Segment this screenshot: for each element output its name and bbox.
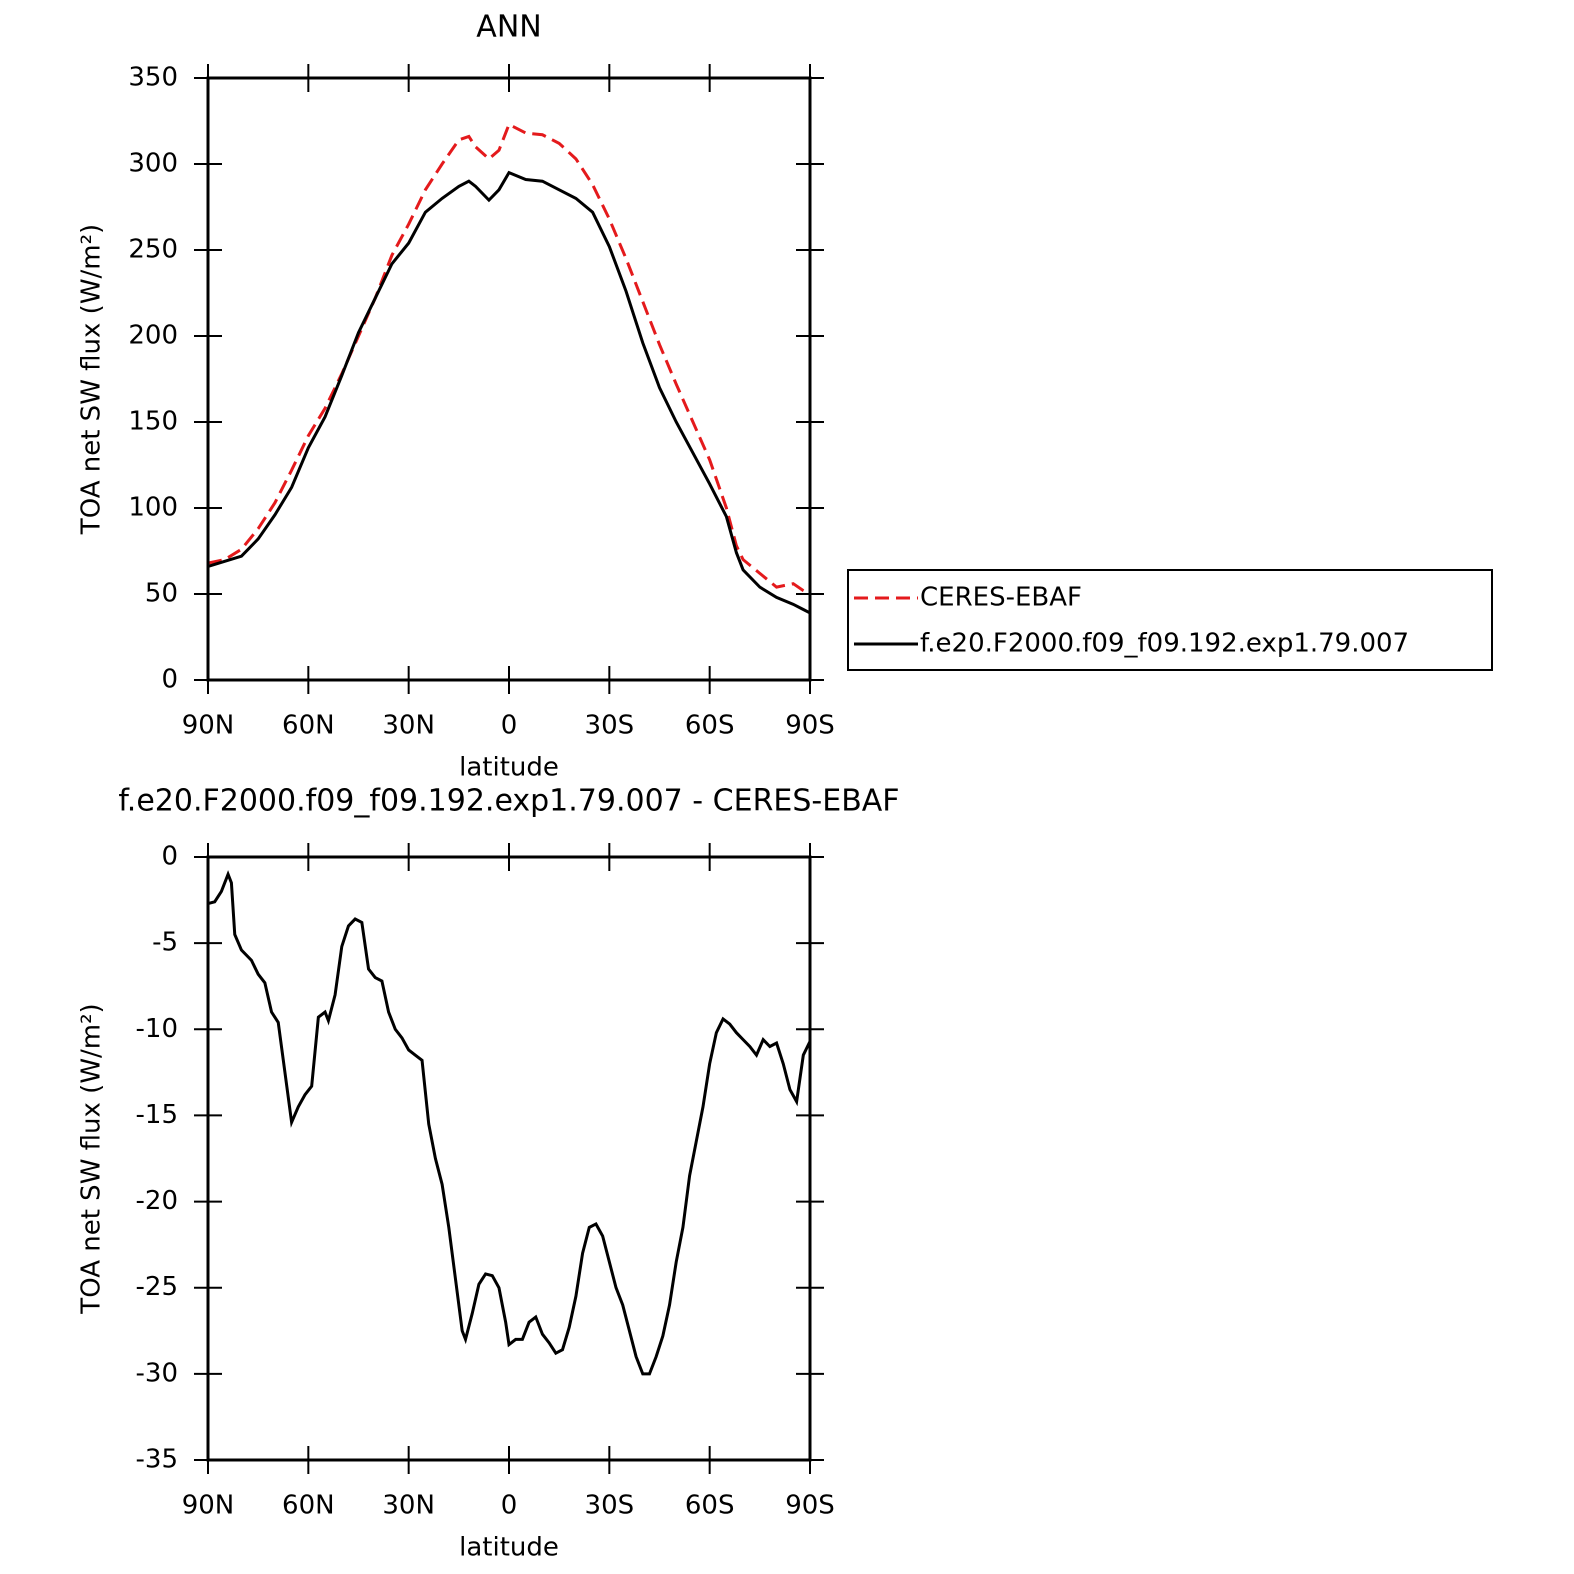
plot-frame [206, 855, 812, 1462]
chart-title: ANN [476, 10, 541, 45]
y-tick-label: -30 [136, 1358, 178, 1388]
legend-label: f.e20.F2000.f09_f09.192.exp1.79.007 [920, 629, 1409, 659]
y-tick-label: -35 [136, 1445, 178, 1475]
y-tick-label: -10 [136, 1014, 178, 1044]
y-tick-label: 200 [128, 321, 178, 351]
data-line [207, 170, 811, 615]
chart-title: f.e20.F2000.f09_f09.192.exp1.79.007 - CE… [118, 784, 899, 819]
y-axis-label: TOA net SW flux (W/m²) [77, 224, 107, 535]
x-tick-label: 60N [282, 711, 335, 741]
y-tick-label: 50 [145, 579, 178, 609]
plot-frame [206, 76, 812, 682]
y-tick-label: -25 [136, 1272, 178, 1302]
data-line [207, 870, 812, 1376]
x-tick-label: 60S [685, 711, 735, 741]
y-tick-label: -15 [136, 1100, 178, 1130]
y-tick-label: 300 [128, 149, 178, 179]
y-tick-label: 100 [128, 493, 178, 523]
y-tick-label: 350 [128, 63, 178, 93]
x-tick-label: 30S [585, 711, 635, 741]
x-tick-label: 0 [501, 711, 518, 741]
y-tick-label: 250 [128, 235, 178, 265]
y-tick-label: -5 [152, 928, 178, 958]
y-axis-label: TOA net SW flux (W/m²) [77, 1003, 107, 1314]
x-tick-label: 30S [585, 1491, 635, 1521]
x-tick-label: 60N [282, 1491, 335, 1521]
x-tick-label: 60S [685, 1491, 735, 1521]
x-axis-label: latitude [459, 753, 559, 783]
x-tick-label: 90N [182, 1491, 235, 1521]
y-tick-label: 0 [161, 842, 178, 872]
x-tick-label: 0 [501, 1491, 518, 1521]
x-tick-label: 90S [785, 711, 835, 741]
data-line [207, 122, 811, 596]
y-tick-label: 150 [128, 407, 178, 437]
x-tick-label: 30N [382, 1491, 435, 1521]
y-tick-label: -20 [136, 1186, 178, 1216]
y-tick-label: 0 [161, 665, 178, 695]
x-tick-label: 30N [382, 711, 435, 741]
legend-box [847, 569, 1493, 671]
x-tick-label: 90N [182, 711, 235, 741]
x-axis-label: latitude [459, 1533, 559, 1563]
legend-label: CERES-EBAF [920, 583, 1082, 613]
x-tick-label: 90S [785, 1491, 835, 1521]
